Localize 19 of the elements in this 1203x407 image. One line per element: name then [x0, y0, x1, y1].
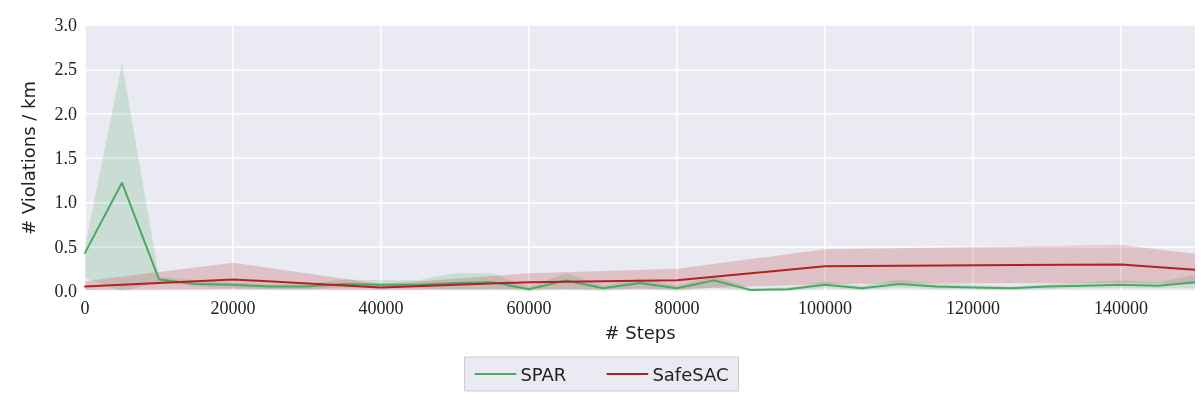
- x-tick-label: 120000: [946, 298, 1000, 318]
- x-tick-label: 60000: [506, 298, 552, 318]
- x-axis-title: # Steps: [604, 321, 676, 343]
- x-tick-label: 40000: [358, 298, 404, 318]
- y-axis-title: # Violations / km: [17, 80, 39, 236]
- y-tick-label: 1.5: [54, 148, 77, 168]
- x-tick-label: 80000: [654, 298, 700, 318]
- x-tick-label: 20000: [210, 298, 256, 318]
- legend-label: SafeSAC: [652, 363, 729, 385]
- y-tick-label: 0.5: [54, 236, 77, 257]
- legend-label: SPAR: [520, 363, 567, 385]
- x-tick-label: 140000: [1094, 298, 1148, 318]
- y-tick-label: 3.0: [54, 15, 77, 35]
- y-tick-label: 2.0: [54, 103, 77, 124]
- y-tick-label: 0.0: [54, 281, 77, 301]
- x-tick-label: 100000: [798, 298, 852, 318]
- y-tick-label: 1.0: [54, 192, 77, 213]
- y-tick-label: 2.5: [54, 59, 77, 80]
- x-tick-label: 0: [80, 298, 90, 318]
